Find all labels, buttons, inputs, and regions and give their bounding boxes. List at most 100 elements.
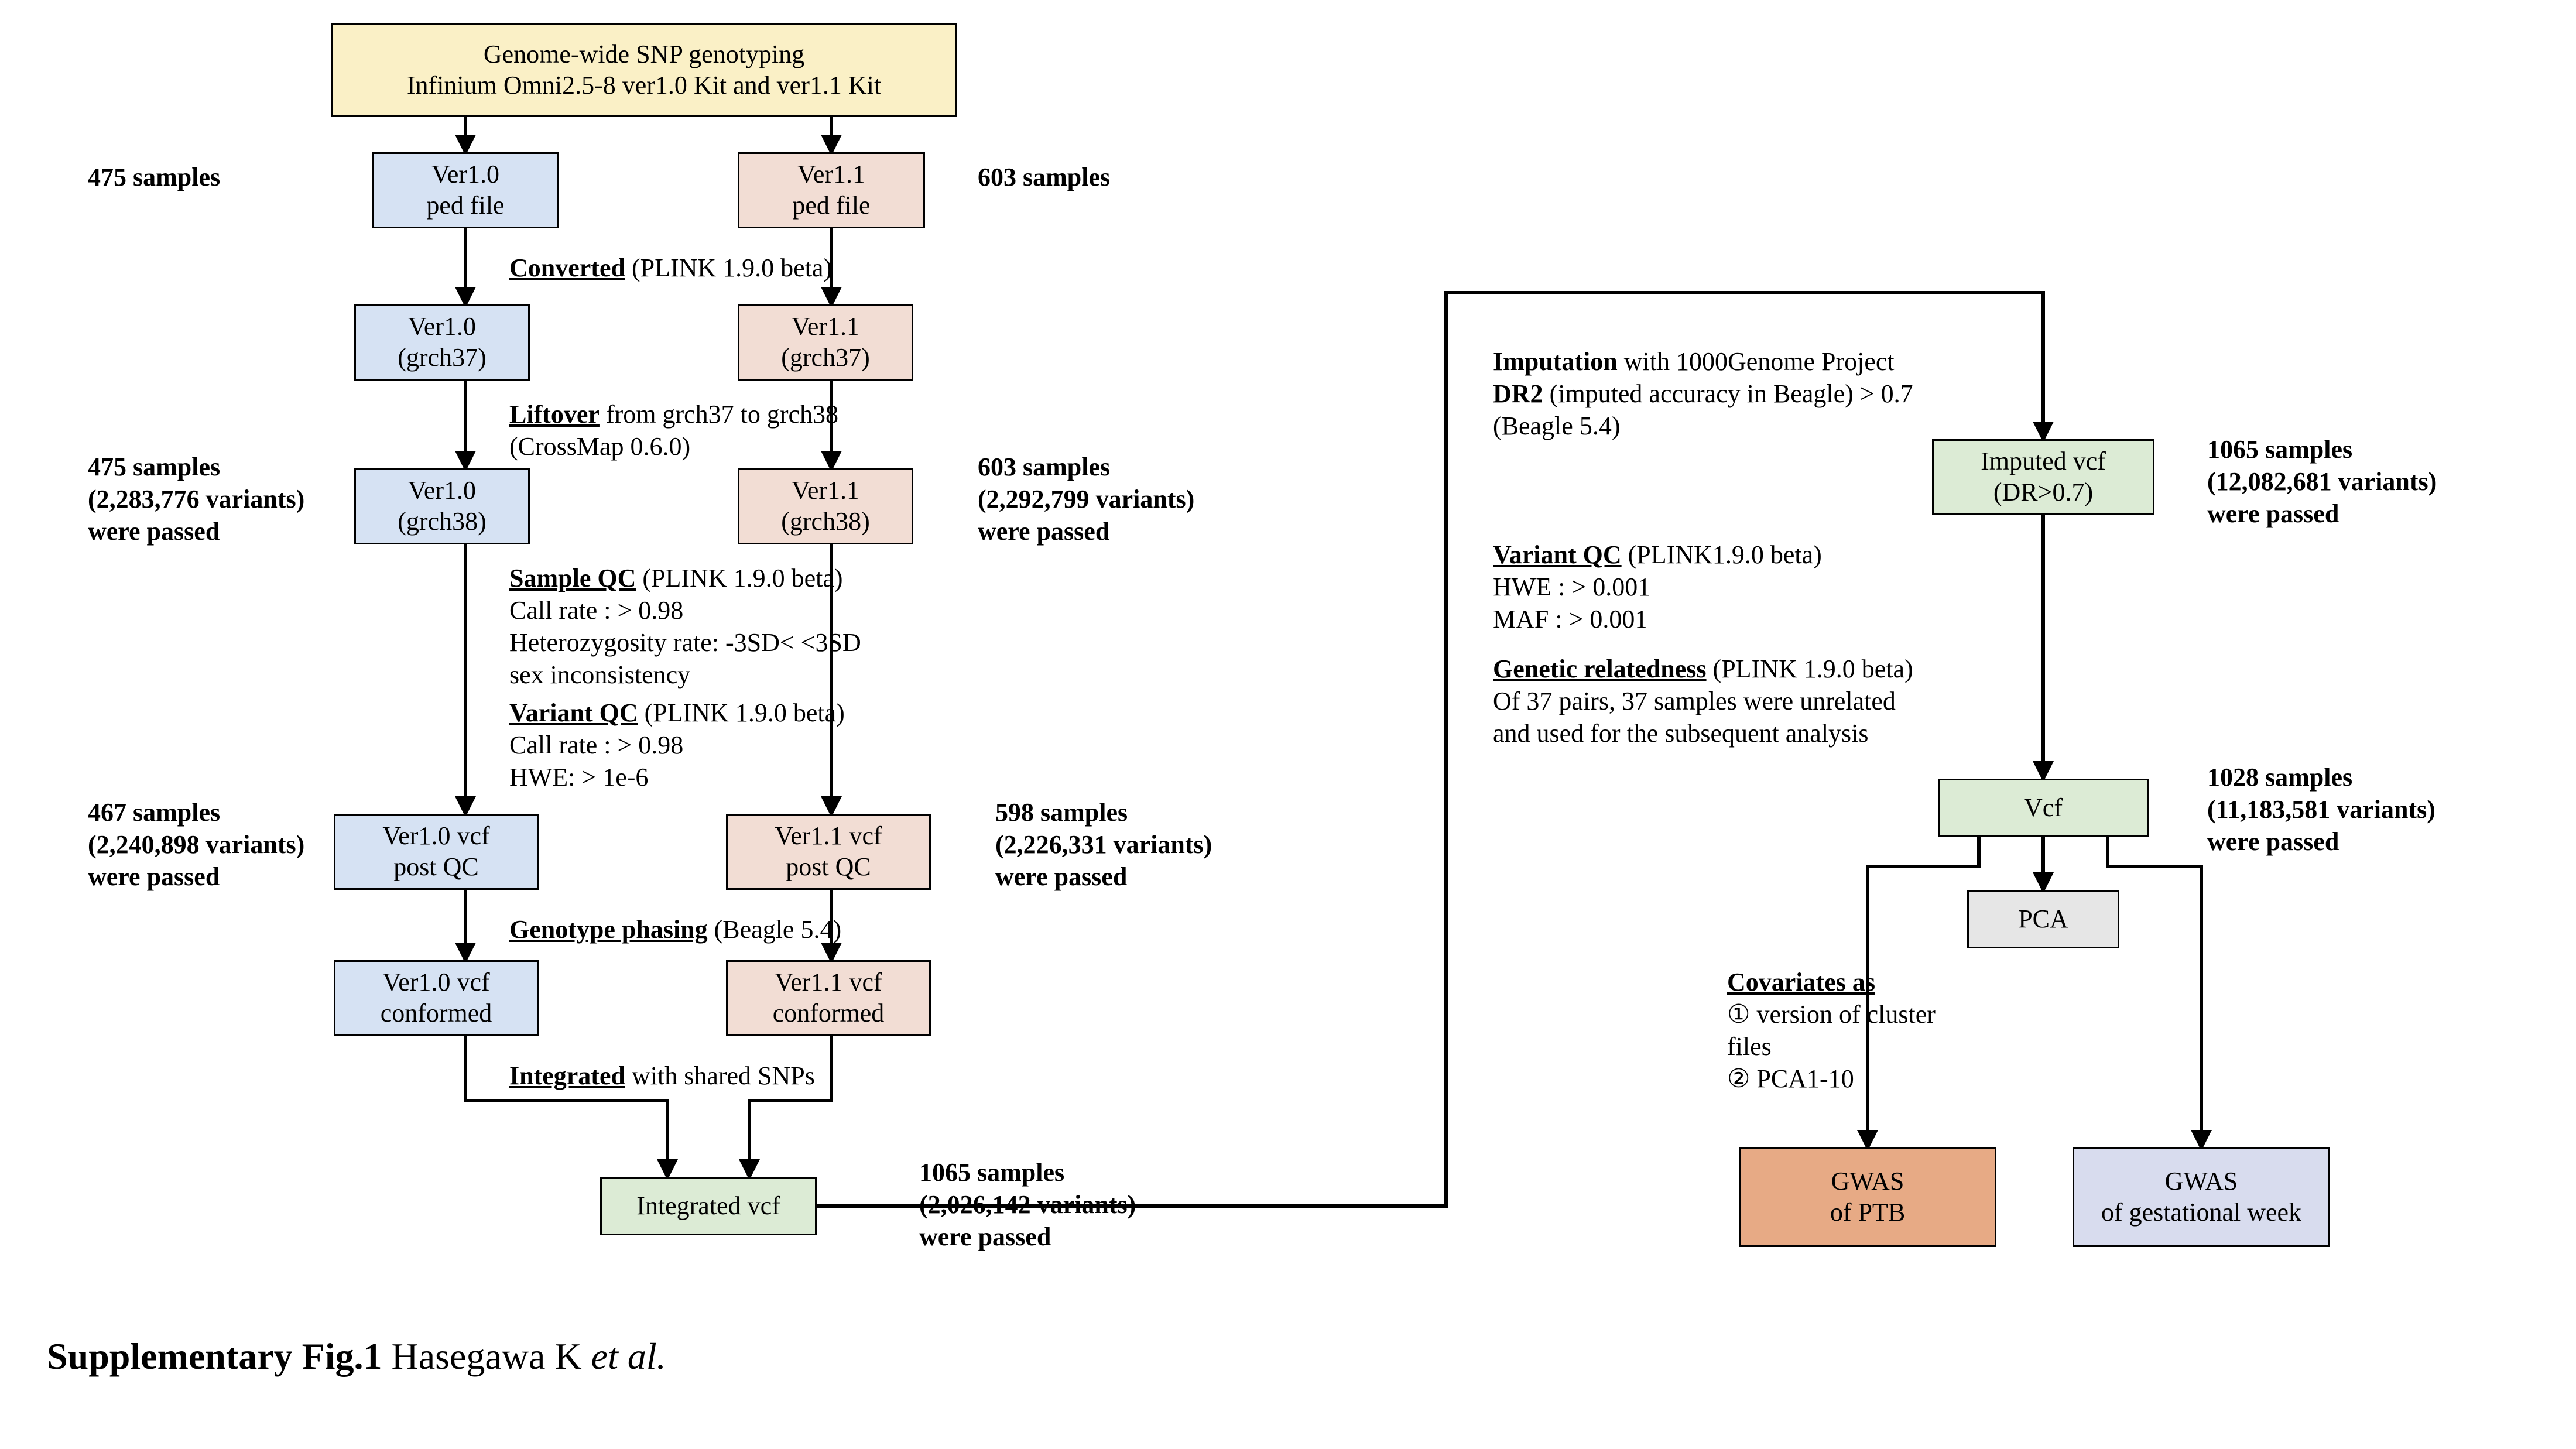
annotation-a6: 598 samples(2,226,331 variants)were pass… [995, 796, 1212, 893]
step-lead: Integrated [509, 1061, 625, 1090]
right-label-line: Genetic relatedness (PLINK 1.9.0 beta) [1493, 653, 1913, 685]
node-text: conformed [381, 998, 492, 1029]
node-pca: PCA [1967, 890, 2119, 948]
annotation-a7: 1065 samples(2,026,142 variants)were pas… [919, 1156, 1136, 1253]
node-text: ped file [426, 190, 504, 221]
annotation-text: 467 samples [88, 796, 304, 828]
step-rest: (PLINK 1.9.0 beta) [625, 254, 832, 282]
annotation-text: 603 samples [978, 451, 1194, 483]
right-label-r1: Imputation with 1000Genome ProjectDR2 (i… [1493, 345, 1913, 442]
step-lead: Sample QC [509, 564, 636, 592]
step-label-s5: Genotype phasing (Beagle 5.4) [509, 913, 841, 946]
node-text: (DR>0.7) [1993, 477, 2093, 508]
right-label-part: Variant QC [1493, 540, 1622, 569]
node-text: post QC [786, 852, 871, 883]
step-rest: (PLINK 1.9.0 beta) [638, 698, 845, 727]
step-label-s6: Integrated with shared SNPs [509, 1060, 815, 1092]
node-v10_ped: Ver1.0ped file [372, 152, 559, 228]
node-text: Ver1.1 [792, 475, 859, 506]
flow-arrow [749, 1036, 831, 1177]
node-text: Ver1.0 vcf [382, 967, 489, 998]
node-text: Ver1.0 [408, 475, 476, 506]
node-text: (grch37) [781, 342, 870, 374]
right-label-line: MAF : > 0.001 [1493, 603, 1822, 635]
annotation-text: (2,283,776 variants) [88, 483, 304, 515]
node-text: Ver1.1 [797, 159, 865, 190]
annotation-a1: 475 samples [88, 161, 220, 193]
annotation-text: were passed [995, 861, 1212, 893]
right-label-part: (imputed accuracy in Beagle) > 0.7 [1543, 379, 1913, 408]
node-text: Ver1.1 vcf [775, 821, 882, 852]
annotation-text: were passed [978, 515, 1194, 547]
caption-part: et al. [591, 1335, 666, 1377]
node-text: (grch37) [398, 342, 487, 374]
annotation-text: (12,082,681 variants) [2207, 465, 2437, 498]
node-text: (grch38) [398, 506, 487, 537]
node-text: Imputed vcf [1981, 446, 2106, 477]
node-header: Genome-wide SNP genotypingInfinium Omni2… [331, 23, 957, 117]
node-text: Ver1.0 vcf [382, 821, 489, 852]
annotation-a5: 467 samples(2,240,898 variants)were pass… [88, 796, 304, 893]
node-text: Vcf [2024, 793, 2063, 824]
node-text: GWAS [1831, 1166, 1904, 1197]
right-label-line: Of 37 pairs, 37 samples were unrelated [1493, 685, 1913, 717]
right-label-part: (Beagle 5.4) [1493, 412, 1620, 440]
step-lead: Genotype phasing [509, 915, 708, 944]
annotation-text: 1065 samples [2207, 433, 2437, 465]
right-label-r2: Variant QC (PLINK1.9.0 beta)HWE : > 0.00… [1493, 539, 1822, 635]
node-text: ped file [792, 190, 870, 221]
right-label-part: (PLINK1.9.0 beta) [1622, 540, 1822, 569]
node-v11_qc: Ver1.1 vcfpost QC [726, 814, 931, 890]
caption-part: Supplementary Fig.1 [47, 1335, 391, 1377]
step-extra: (CrossMap 0.6.0) [509, 430, 838, 463]
right-label-r3: Genetic relatedness (PLINK 1.9.0 beta)Of… [1493, 653, 1913, 749]
step-label-s1: Converted (PLINK 1.9.0 beta) [509, 252, 832, 284]
node-gwas_ptb: GWASof PTB [1739, 1147, 1996, 1247]
node-v10_38: Ver1.0(grch38) [354, 468, 530, 544]
right-label-line: (Beagle 5.4) [1493, 410, 1913, 442]
annotation-text: were passed [2207, 825, 2435, 858]
node-v10_conf: Ver1.0 vcfconformed [334, 960, 539, 1036]
caption-part: Hasegawa K [391, 1335, 591, 1377]
step-label-s2: Liftover from grch37 to grch38(CrossMap … [509, 398, 838, 463]
step-rest: (Beagle 5.4) [708, 915, 841, 944]
right-label-line: DR2 (imputed accuracy in Beagle) > 0.7 [1493, 378, 1913, 410]
node-text: conformed [773, 998, 885, 1029]
annotation-text: 1028 samples [2207, 761, 2435, 793]
right-label-part: Genetic relatedness [1493, 655, 1707, 683]
node-text: Genome-wide SNP genotyping [484, 39, 804, 70]
right-label-part: MAF : > 0.001 [1493, 605, 1647, 633]
node-v11_ped: Ver1.1ped file [738, 152, 925, 228]
annotation-a2: 603 samples [978, 161, 1110, 193]
annotation-a8: 1065 samples(12,082,681 variants)were pa… [2207, 433, 2437, 530]
node-text: Ver1.1 vcf [775, 967, 882, 998]
annotation-text: (2,240,898 variants) [88, 828, 304, 861]
right-label-line: ② PCA1-10 [1727, 1063, 1936, 1095]
step-extra: Call rate : > 0.98 [509, 729, 845, 761]
step-label-s4: Variant QC (PLINK 1.9.0 beta)Call rate :… [509, 697, 845, 793]
flow-arrow [465, 1036, 667, 1177]
node-integrated: Integrated vcf [600, 1177, 817, 1235]
annotation-text: 598 samples [995, 796, 1212, 828]
right-label-line: Covariates as [1727, 966, 1936, 998]
right-label-line: HWE : > 0.001 [1493, 571, 1822, 603]
step-extra: sex inconsistency [509, 659, 861, 691]
node-gwas_gw: GWASof gestational week [2073, 1147, 2330, 1247]
right-label-part: Imputation [1493, 347, 1618, 376]
node-vcf: Vcf [1938, 779, 2149, 837]
annotation-text: were passed [88, 861, 304, 893]
node-text: PCA [2018, 904, 2068, 935]
node-text: GWAS [2165, 1166, 2238, 1197]
node-text: Infinium Omni2.5-8 ver1.0 Kit and ver1.1… [407, 70, 881, 101]
annotation-text: (11,183,581 variants) [2207, 793, 2435, 825]
node-v10_37: Ver1.0(grch37) [354, 304, 530, 381]
annotation-text: (2,026,142 variants) [919, 1188, 1136, 1221]
annotation-a4: 603 samples(2,292,799 variants)were pass… [978, 451, 1194, 547]
right-label-line: ① version of cluster [1727, 998, 1936, 1030]
right-label-part: ② PCA1-10 [1727, 1064, 1854, 1093]
flow-arrow [2108, 837, 2201, 1147]
annotation-text: 475 samples [88, 161, 220, 193]
step-extra: HWE: > 1e-6 [509, 761, 845, 793]
node-v11_37: Ver1.1(grch37) [738, 304, 913, 381]
step-lead: Liftover [509, 400, 600, 429]
